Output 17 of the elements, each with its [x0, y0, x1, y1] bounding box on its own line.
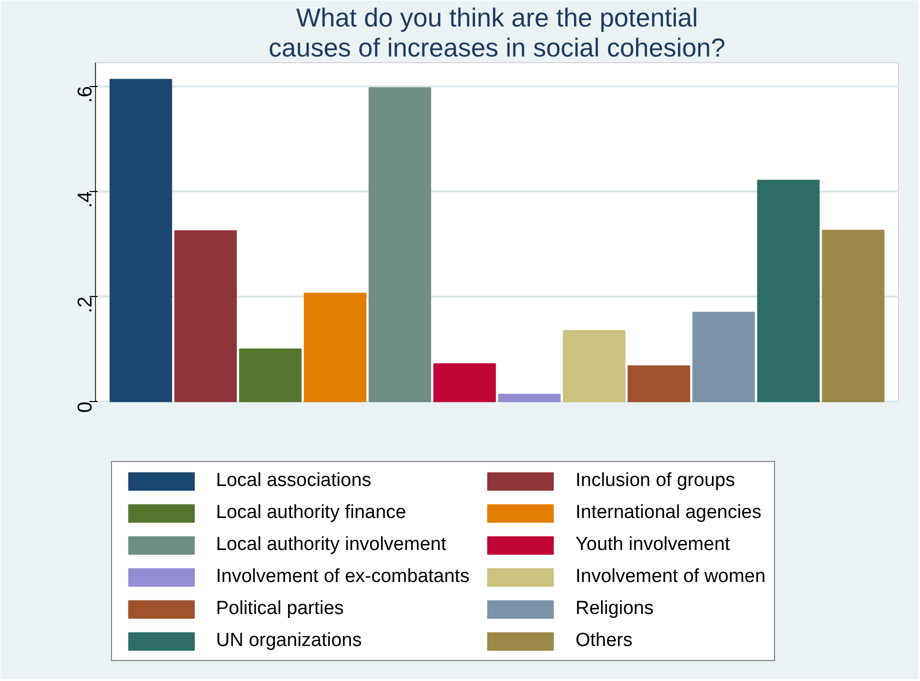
legend-label: Others	[575, 630, 632, 652]
legend-label: Political parties	[216, 598, 344, 620]
chart-title: What do you think are the potential causes of increases in social cohesion?	[268, 2, 726, 62]
y-tick-label: .2	[74, 296, 96, 314]
legend-label: International agencies	[575, 502, 762, 524]
legend-label: Involvement of ex-combatants	[216, 566, 470, 588]
legend-label: Youth involvement	[575, 534, 730, 556]
legend-label: Inclusion of groups	[575, 470, 735, 492]
legend-label: Local associations	[216, 470, 372, 492]
legend-label: Local authority finance	[216, 502, 406, 524]
y-tick-label: .4	[74, 191, 96, 208]
y-tick-label: .6	[74, 86, 96, 103]
y-tick-label: 0	[74, 402, 96, 413]
legend-label: UN organizations	[216, 630, 362, 652]
legend-label: Religions	[575, 598, 654, 620]
legend-label: Local authority involvement	[216, 534, 446, 556]
legend-label: Involvement of women	[575, 566, 766, 588]
